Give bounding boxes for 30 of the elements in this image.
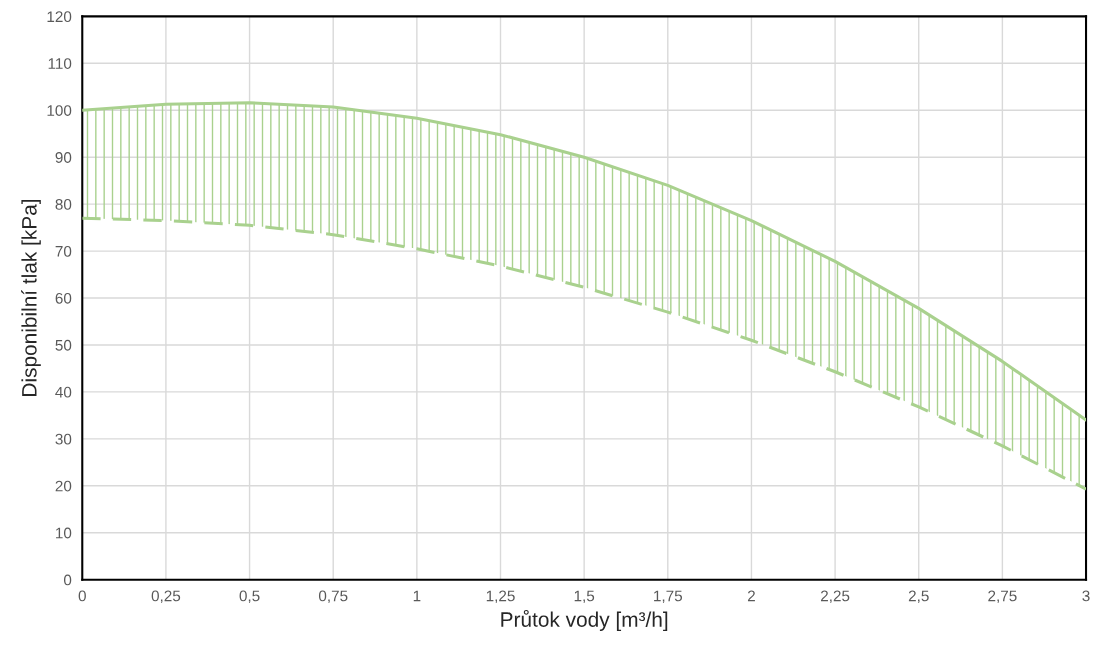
x-tick-label: 2,75 — [988, 590, 1017, 604]
x-tick-label: 2,5 — [908, 590, 929, 604]
y-tick-label: 0 — [63, 574, 72, 586]
y-tick-label: 110 — [48, 58, 72, 69]
y-tick-label: 100 — [47, 105, 72, 116]
x-tick-label: 3 — [1082, 590, 1090, 602]
y-tick-label: 30 — [55, 433, 72, 445]
y-tick-label: 70 — [55, 245, 72, 257]
x-tick-label: 1 — [413, 590, 421, 602]
line-series — [82, 101, 1087, 422]
y-tick-label: 20 — [55, 480, 72, 492]
y-tick-label: 50 — [55, 339, 72, 351]
x-tick-label: 2,25 — [820, 590, 850, 604]
x-tick-label: 0,75 — [318, 590, 348, 604]
x-tick-label: 0 — [78, 590, 86, 602]
x-axis-title: Průtok vody [m³/h] — [501, 609, 668, 632]
y-tick-label: 120 — [47, 11, 72, 23]
y-tick-label: 10 — [56, 527, 72, 539]
x-tick-label: 0,25 — [151, 590, 181, 604]
x-tick-label: 0,5 — [239, 590, 260, 604]
line-series — [82, 216, 1087, 491]
x-tick-label: 1,25 — [486, 590, 515, 604]
y-axis-title: Disponibilní tlak [kPa] — [21, 199, 41, 396]
y-tick-label: 80 — [55, 199, 72, 210]
x-tick-label: 1,5 — [574, 590, 595, 604]
y-tick-label: 40 — [55, 386, 72, 398]
y-tick-label: 60 — [55, 292, 72, 304]
x-tick-label: 1,75 — [654, 590, 683, 604]
x-tick-label: 2 — [747, 590, 755, 602]
y-tick-label: 90 — [55, 152, 72, 163]
